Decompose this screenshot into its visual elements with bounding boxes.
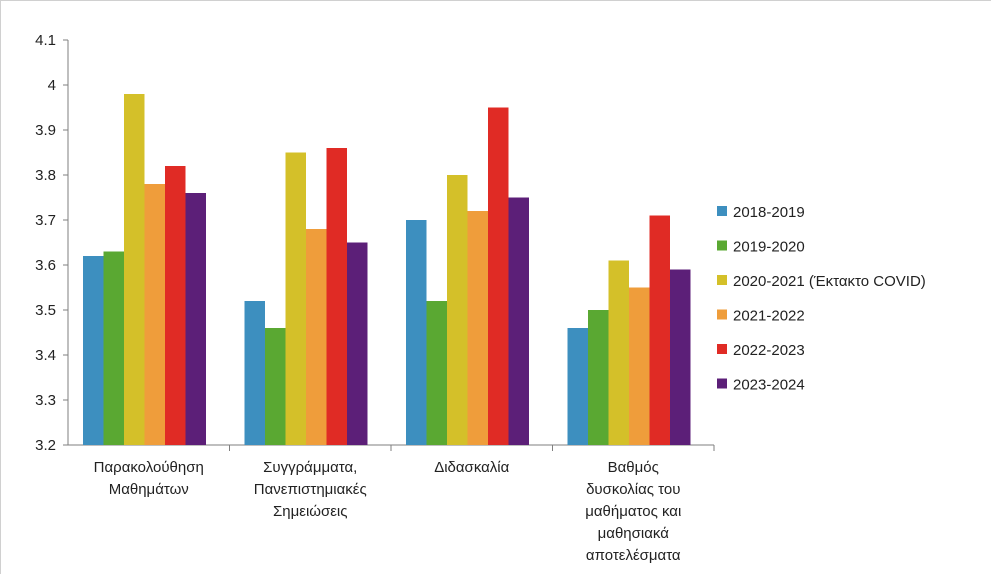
bar: [467, 211, 488, 445]
bar: [285, 152, 306, 445]
y-tick-label: 3.6: [35, 257, 56, 274]
legend-label: 2019-2020: [733, 239, 805, 256]
bar: [326, 148, 347, 445]
legend-label: 2020-2021 (Έκτακτο COVID): [733, 273, 926, 290]
bar: [165, 166, 186, 445]
category-label: Μαθημάτων: [109, 481, 189, 498]
bar: [83, 256, 104, 445]
bar: [488, 107, 509, 445]
bars: [83, 94, 691, 445]
bar: [629, 287, 650, 445]
bar: [567, 328, 588, 445]
legend-label: 2021-2022: [733, 308, 805, 325]
category-label: μαθήματος και: [585, 503, 681, 520]
bar: [406, 220, 427, 445]
category-labels: Παρακολούθηση Μαθημάτων Συγγράμματα, Πανεπι…: [94, 459, 682, 564]
bar: [588, 310, 609, 445]
legend-swatch: [717, 309, 727, 320]
category-label: Συγγράμματα,: [263, 459, 357, 476]
category-label: Διδασκαλία: [434, 459, 509, 476]
bar: [508, 197, 529, 445]
y-tick-label: 3.5: [35, 302, 56, 319]
category-label: αποτελέσματα: [586, 547, 681, 564]
y-tick-label: 4: [48, 77, 56, 94]
legend-swatch: [717, 344, 727, 354]
legend-swatch: [717, 378, 727, 389]
legend-label: 2023-2024: [733, 377, 805, 394]
category-label: δυσκολίας του: [586, 481, 680, 498]
legend: 2018-2019 2019-2020 2020-2021 (Έκτακτο COV…: [717, 204, 926, 394]
category-label: Πανεπιστημιακές: [254, 481, 367, 498]
bar: [144, 184, 165, 445]
y-tick-label: 3.3: [35, 392, 56, 409]
y-tick-label: 3.7: [35, 212, 56, 229]
y-tick-label: 3.4: [35, 347, 56, 364]
y-tick-label: 3.9: [35, 122, 56, 139]
legend-swatch: [717, 206, 727, 216]
category-label: Παρακολούθηση: [94, 459, 204, 476]
legend-swatch: [717, 275, 727, 285]
bar: [103, 251, 124, 445]
bar: [426, 301, 447, 445]
legend-label: 2018-2019: [733, 204, 805, 221]
bar: [649, 215, 670, 445]
bar: [608, 260, 629, 445]
bar: [347, 242, 368, 445]
bar: [124, 94, 145, 445]
bar: [670, 269, 691, 445]
y-tick-label: 4.1: [35, 32, 56, 49]
category-label: Βαθμός: [608, 459, 659, 476]
category-label: μαθησιακά: [598, 525, 670, 542]
legend-label: 2022-2023: [733, 342, 805, 359]
bar: [185, 193, 206, 445]
y-axis-ticks: 3.2 3.3 3.4 3.5 3.6 3.7 3.8 3.9 4 4.1: [35, 32, 68, 454]
category-label: Σημειώσεις: [273, 503, 348, 520]
legend-swatch: [717, 240, 727, 251]
bar: [244, 301, 265, 445]
y-tick-label: 3.2: [35, 437, 56, 454]
bar: [306, 229, 327, 445]
bar: [265, 328, 286, 445]
y-tick-label: 3.8: [35, 167, 56, 184]
bar: [447, 175, 468, 445]
